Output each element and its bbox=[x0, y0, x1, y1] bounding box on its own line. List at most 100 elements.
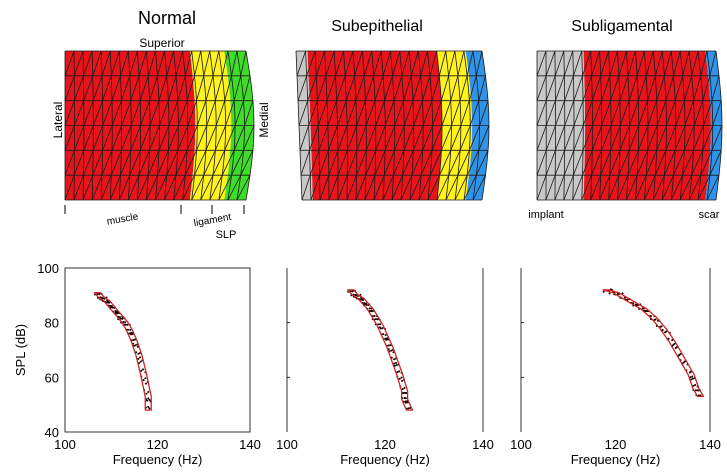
scatter-point bbox=[114, 311, 117, 314]
scatter-point bbox=[621, 292, 624, 295]
scatter-point bbox=[131, 333, 134, 336]
chart-normal: 100 120 140 40 60 80 100 Frequency (Hz) SPL (dB) bbox=[13, 261, 261, 467]
scatter-point bbox=[395, 361, 398, 364]
scatter-point bbox=[124, 323, 127, 326]
x-tick-label: 120 bbox=[147, 437, 169, 452]
scatter-point bbox=[146, 399, 149, 402]
x-axis-label: Frequency (Hz) bbox=[571, 452, 661, 467]
scatter-point bbox=[148, 398, 151, 401]
scatter-point bbox=[127, 328, 130, 331]
label-superior: Superior bbox=[139, 36, 184, 50]
scatter-points bbox=[602, 288, 702, 397]
scatter-point bbox=[129, 333, 132, 336]
contour-line bbox=[93, 291, 152, 411]
mesh-lines bbox=[64, 50, 255, 201]
chart-subepithelial: 100 120 140 Frequency (Hz) bbox=[276, 268, 494, 467]
scatter-point bbox=[124, 321, 127, 324]
label-medial: Medial bbox=[257, 102, 271, 137]
scatter-point bbox=[608, 292, 611, 295]
x-tick-label: 140 bbox=[472, 437, 494, 452]
scatter-point bbox=[407, 407, 410, 410]
scatter-point bbox=[363, 302, 366, 305]
scatter-point bbox=[384, 333, 387, 336]
scatter-point bbox=[114, 310, 117, 313]
y-tick-label: 40 bbox=[45, 425, 59, 440]
scatter-point bbox=[691, 375, 694, 378]
layer-label-scar: scar bbox=[699, 209, 720, 221]
x-tick-label: 100 bbox=[276, 437, 298, 452]
scatter-point bbox=[144, 382, 147, 385]
scatter-point bbox=[689, 376, 692, 379]
scatter-point bbox=[96, 292, 99, 295]
scatter-point bbox=[140, 369, 143, 372]
scatter-point bbox=[134, 344, 137, 347]
scatter-point bbox=[147, 397, 150, 400]
x-tick-label: 100 bbox=[54, 437, 76, 452]
layer-label-implant: implant bbox=[528, 209, 563, 221]
scatter-point bbox=[376, 318, 379, 321]
y-axis-label: SPL (dB) bbox=[13, 324, 28, 376]
contour-line bbox=[602, 289, 705, 398]
title-normal: Normal bbox=[138, 8, 196, 28]
scatter-points bbox=[94, 292, 152, 410]
layer-label-muscle: muscle bbox=[106, 211, 140, 227]
scatter-point bbox=[133, 338, 136, 341]
scatter-point bbox=[139, 356, 142, 359]
scatter-point bbox=[147, 390, 150, 393]
scatter-point bbox=[641, 307, 644, 310]
scatter-point bbox=[402, 392, 405, 395]
scatter-point bbox=[697, 389, 700, 392]
scatter-point bbox=[398, 377, 401, 380]
y-tick-label: 60 bbox=[45, 370, 59, 385]
scatter-point bbox=[379, 323, 382, 326]
x-axis-label: Frequency (Hz) bbox=[113, 452, 203, 467]
scatter-point bbox=[116, 311, 119, 314]
scatter-point bbox=[401, 387, 404, 390]
mesh-normal bbox=[64, 50, 255, 201]
scatter-point bbox=[368, 307, 371, 310]
scatter-point bbox=[122, 320, 125, 323]
scatter-point bbox=[126, 323, 129, 326]
scatter-point bbox=[671, 339, 674, 342]
scatter-point bbox=[137, 352, 140, 355]
scatter-point bbox=[393, 358, 396, 361]
scatter-point bbox=[404, 397, 407, 400]
layer-label-ligament: ligament bbox=[193, 212, 232, 229]
scatter-point bbox=[142, 379, 145, 382]
scatter-point bbox=[101, 297, 104, 300]
scatter-point bbox=[688, 371, 691, 374]
scatter-point bbox=[111, 306, 114, 309]
layer-label-slp: SLP bbox=[216, 229, 237, 241]
label-lateral: Lateral bbox=[51, 102, 65, 139]
scatter-point bbox=[400, 376, 403, 379]
scatter-point bbox=[694, 389, 697, 392]
scatter-point bbox=[142, 368, 145, 371]
scatter-point bbox=[365, 302, 368, 305]
scatter-point bbox=[385, 338, 388, 341]
x-tick-label: 100 bbox=[510, 437, 532, 452]
scatter-point bbox=[395, 364, 398, 367]
plot-frame bbox=[64, 267, 251, 433]
mesh-lines bbox=[536, 50, 723, 201]
y-tick-label: 100 bbox=[37, 261, 59, 276]
x-tick-label: 140 bbox=[239, 437, 261, 452]
mesh-subepithelial bbox=[295, 50, 490, 201]
scatter-point bbox=[365, 303, 368, 306]
scatter-point bbox=[379, 327, 382, 330]
scatter-point bbox=[371, 310, 374, 313]
scatter-point bbox=[387, 344, 390, 347]
scatter-point bbox=[390, 349, 393, 352]
scatter-point bbox=[396, 371, 399, 374]
x-tick-label: 140 bbox=[699, 437, 721, 452]
scatter-point bbox=[694, 384, 697, 387]
scatter-point bbox=[137, 357, 140, 360]
scatter-point bbox=[692, 384, 695, 387]
scatter-point bbox=[403, 386, 406, 389]
scatter-point bbox=[691, 377, 694, 380]
scatter-point bbox=[373, 315, 376, 318]
scatter-point bbox=[148, 407, 151, 410]
scatter-point bbox=[369, 310, 372, 313]
scatter-point bbox=[664, 331, 667, 334]
scatter-point bbox=[144, 377, 147, 380]
